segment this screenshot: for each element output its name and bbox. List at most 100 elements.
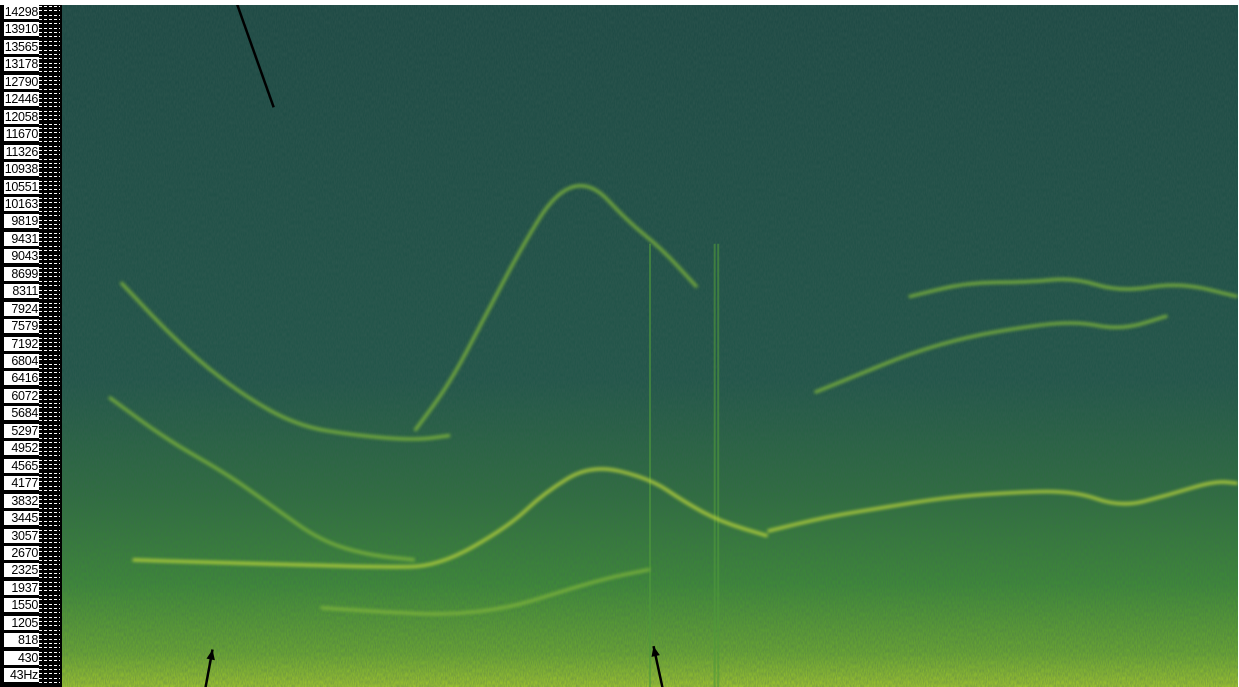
y-tick-mark bbox=[39, 533, 60, 535]
y-tick-mark bbox=[39, 306, 60, 308]
y-tick-mark bbox=[39, 341, 60, 343]
y-tick-mark bbox=[39, 520, 60, 522]
y-tick-mark bbox=[39, 350, 60, 352]
y-tick-mark bbox=[39, 651, 60, 653]
y-tick-mark bbox=[39, 355, 60, 356]
y-tick-mark bbox=[39, 594, 60, 596]
y-tick-mark bbox=[39, 634, 60, 636]
y-tick-mark bbox=[39, 333, 60, 334]
harmonic-track bbox=[413, 184, 699, 432]
y-tick-label: 10163 bbox=[4, 196, 39, 212]
harmonic-track bbox=[320, 567, 651, 616]
y-tick-mark bbox=[39, 315, 60, 317]
y-tick-mark bbox=[39, 53, 60, 55]
y-tick-mark bbox=[39, 551, 60, 553]
y-tick-mark bbox=[39, 184, 60, 186]
y-tick-mark bbox=[39, 581, 60, 583]
y-tick-mark bbox=[39, 647, 60, 649]
y-tick-mark bbox=[39, 298, 60, 300]
y-tick-mark bbox=[39, 616, 60, 618]
y-tick-mark bbox=[39, 677, 60, 679]
y-tick-label: 3832 bbox=[4, 493, 39, 509]
y-tick-mark bbox=[39, 175, 60, 177]
y-tick-mark bbox=[39, 507, 60, 509]
y-tick-mark bbox=[39, 573, 60, 574]
y-tick-mark bbox=[39, 210, 60, 212]
y-tick-label: 5684 bbox=[4, 406, 39, 422]
y-tick-mark bbox=[39, 49, 60, 51]
y-tick-mark bbox=[39, 258, 60, 260]
harmonic-track bbox=[108, 395, 416, 562]
y-tick-mark bbox=[39, 36, 60, 38]
y-tick-mark bbox=[39, 93, 60, 95]
y-tick-mark bbox=[39, 285, 60, 287]
y-tick-label: 818 bbox=[4, 633, 39, 649]
y-tick-mark bbox=[39, 71, 60, 73]
y-tick-mark bbox=[39, 180, 60, 182]
y-tick-mark bbox=[39, 88, 60, 90]
y-tick-mark bbox=[39, 241, 60, 243]
y-tick-mark bbox=[39, 154, 60, 156]
spectrogram-plot bbox=[62, 5, 1238, 687]
y-tick-mark bbox=[39, 80, 60, 82]
y-tick-mark bbox=[39, 664, 60, 666]
y-tick-mark bbox=[39, 289, 60, 291]
y-tick-mark bbox=[39, 629, 60, 631]
y-tick-mark bbox=[39, 45, 60, 47]
y-tick-mark bbox=[39, 276, 60, 278]
y-tick-mark bbox=[39, 498, 60, 500]
y-tick-mark bbox=[39, 621, 60, 623]
y-tick-mark bbox=[39, 607, 60, 609]
y-tick-mark bbox=[39, 524, 60, 526]
y-tick-mark bbox=[39, 219, 60, 221]
y-tick-label: 2325 bbox=[4, 563, 39, 579]
y-tick-mark bbox=[39, 494, 60, 496]
y-tick-mark bbox=[39, 23, 60, 25]
y-tick-mark bbox=[39, 603, 60, 605]
frequency-axis: 14298 13910 13565 13178 12790 12446 12058 11670… bbox=[0, 5, 62, 687]
y-tick-mark bbox=[39, 66, 60, 68]
y-tick-label: 3445 bbox=[4, 511, 39, 527]
y-tick-mark bbox=[39, 237, 60, 239]
y-tick-mark bbox=[39, 590, 60, 592]
y-tick-mark bbox=[39, 245, 60, 247]
y-tick-mark bbox=[39, 481, 60, 483]
arrow-head bbox=[206, 649, 215, 661]
y-tick-mark bbox=[39, 14, 60, 16]
y-tick-label: 14298 bbox=[4, 5, 39, 20]
y-tick-mark bbox=[39, 337, 60, 339]
y-tick-label: 9431 bbox=[4, 231, 39, 247]
y-tick-mark bbox=[39, 280, 60, 282]
y-tick-mark bbox=[39, 320, 60, 322]
y-tick-label: 5297 bbox=[4, 423, 39, 439]
y-tick-mark bbox=[39, 564, 60, 566]
y-tick-label: 12058 bbox=[4, 109, 39, 125]
y-tick-mark bbox=[39, 32, 60, 34]
y-tick-mark bbox=[39, 402, 60, 404]
y-tick-mark bbox=[39, 372, 60, 374]
y-tick-label: 8311 bbox=[4, 284, 39, 300]
harmonic-track bbox=[908, 277, 1238, 299]
harmonic-track bbox=[119, 281, 451, 441]
y-tick-label: 6416 bbox=[4, 371, 39, 387]
y-tick-mark bbox=[39, 420, 60, 422]
y-tick-mark bbox=[39, 599, 60, 601]
y-tick-mark bbox=[39, 577, 60, 579]
y-tick-label: 3057 bbox=[4, 528, 39, 544]
y-tick-mark bbox=[39, 669, 60, 671]
y-tick-label: 12790 bbox=[4, 74, 39, 90]
y-tick-mark bbox=[39, 136, 60, 138]
y-tick-mark bbox=[39, 555, 60, 557]
arrow-head bbox=[651, 646, 660, 657]
y-tick-mark bbox=[39, 189, 60, 191]
y-tick-mark bbox=[39, 682, 60, 683]
y-tick-mark bbox=[39, 407, 60, 409]
y-tick-mark bbox=[39, 145, 60, 147]
y-tick-mark bbox=[39, 586, 60, 588]
y-tick-mark bbox=[39, 359, 60, 361]
y-tick-mark bbox=[39, 123, 60, 125]
y-tick-mark bbox=[39, 97, 60, 99]
y-tick-label: 10938 bbox=[4, 162, 39, 178]
y-tick-mark bbox=[39, 163, 60, 165]
y-tick-mark bbox=[39, 446, 60, 448]
